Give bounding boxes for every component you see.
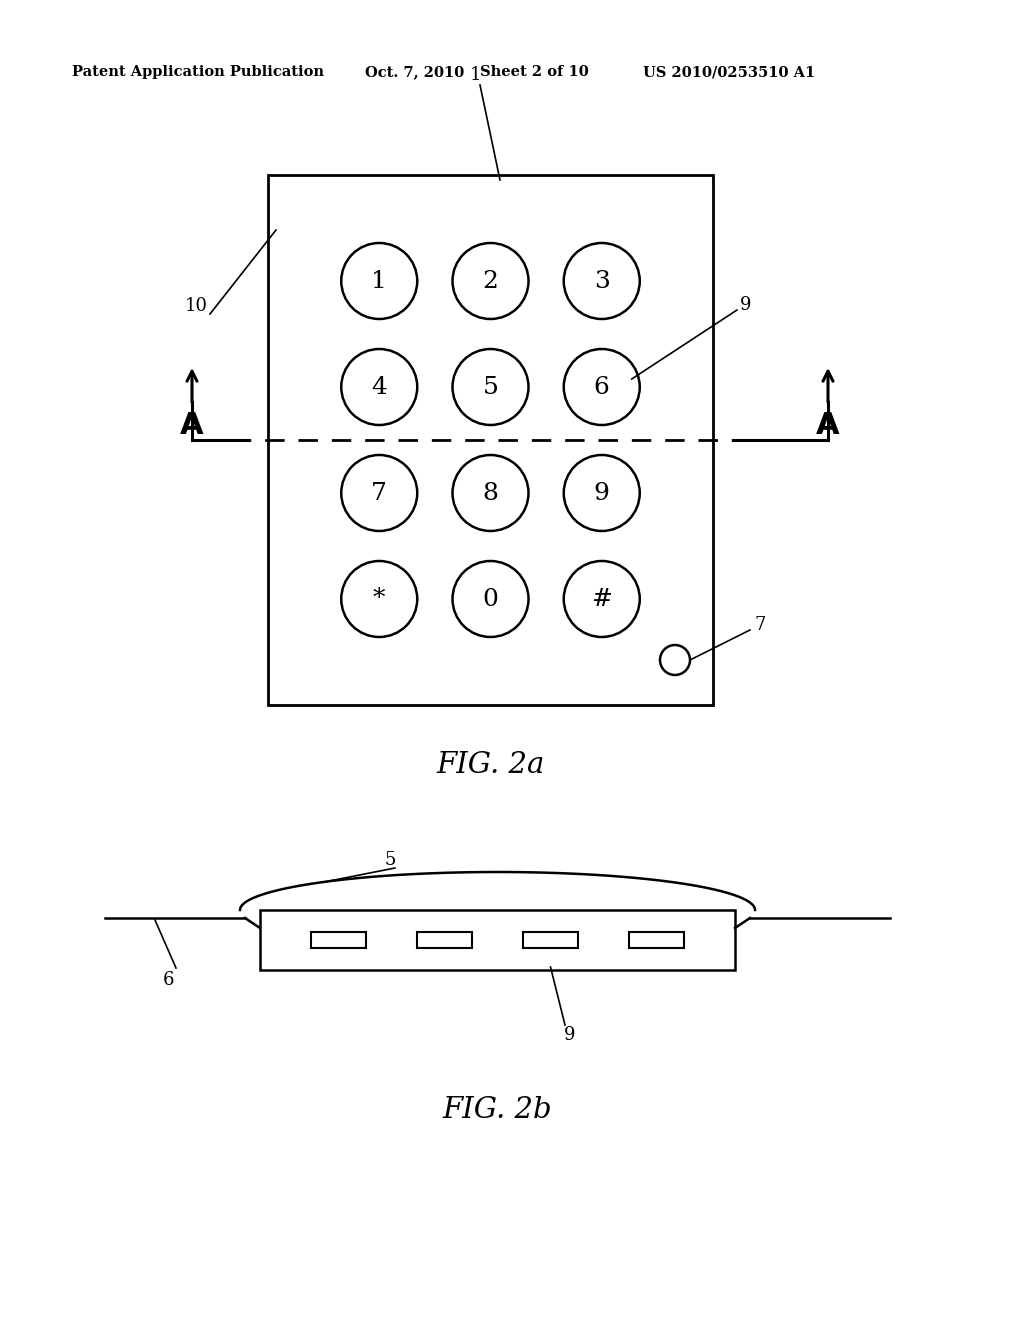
Text: Patent Application Publication: Patent Application Publication xyxy=(72,65,324,79)
Text: FIG. 2a: FIG. 2a xyxy=(436,751,545,779)
Text: A: A xyxy=(816,411,840,440)
Text: 2: 2 xyxy=(482,269,499,293)
Text: FIG. 2b: FIG. 2b xyxy=(442,1096,552,1125)
Text: 9: 9 xyxy=(594,482,609,504)
Circle shape xyxy=(341,561,417,638)
Text: 9: 9 xyxy=(740,296,752,314)
Circle shape xyxy=(564,561,640,638)
Circle shape xyxy=(453,243,528,319)
Circle shape xyxy=(660,645,690,675)
Bar xyxy=(629,932,684,948)
Circle shape xyxy=(341,348,417,425)
Circle shape xyxy=(564,455,640,531)
Circle shape xyxy=(341,243,417,319)
Text: 6: 6 xyxy=(162,972,174,989)
Text: 6: 6 xyxy=(594,375,609,399)
Circle shape xyxy=(453,561,528,638)
Text: #: # xyxy=(591,587,612,610)
Text: 9: 9 xyxy=(564,1026,575,1044)
Text: 4: 4 xyxy=(372,375,387,399)
Text: 5: 5 xyxy=(384,851,395,869)
Circle shape xyxy=(564,348,640,425)
Text: 8: 8 xyxy=(482,482,499,504)
Bar xyxy=(417,932,472,948)
Text: Oct. 7, 2010: Oct. 7, 2010 xyxy=(365,65,464,79)
Bar xyxy=(311,932,366,948)
Text: 1: 1 xyxy=(372,269,387,293)
Circle shape xyxy=(453,348,528,425)
Text: A: A xyxy=(180,411,204,440)
Text: Sheet 2 of 10: Sheet 2 of 10 xyxy=(480,65,589,79)
Text: 3: 3 xyxy=(594,269,609,293)
Circle shape xyxy=(453,455,528,531)
Text: US 2010/0253510 A1: US 2010/0253510 A1 xyxy=(643,65,815,79)
Text: 7: 7 xyxy=(372,482,387,504)
Text: 10: 10 xyxy=(185,297,208,315)
Text: 0: 0 xyxy=(482,587,499,610)
Circle shape xyxy=(564,243,640,319)
Bar xyxy=(260,909,735,970)
Text: *: * xyxy=(373,587,385,610)
Circle shape xyxy=(341,455,417,531)
Bar xyxy=(268,176,713,705)
Text: 7: 7 xyxy=(755,616,766,634)
Text: 5: 5 xyxy=(482,375,499,399)
Bar xyxy=(523,932,578,948)
Text: 1: 1 xyxy=(469,66,480,84)
